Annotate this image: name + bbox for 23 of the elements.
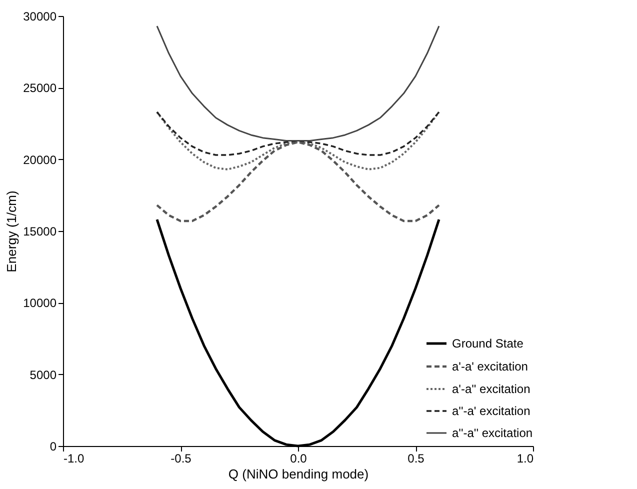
line-series — [156, 141, 440, 222]
y-tick-label: 0 — [50, 440, 57, 454]
line-series — [156, 25, 440, 142]
y-axis-title: Energy (1/cm) — [4, 190, 20, 272]
x-tick-label: 0.0 — [290, 452, 308, 466]
x-tick-label: -1.0 — [64, 452, 85, 466]
y-tick-label: 10000 — [23, 296, 57, 310]
line-series — [156, 111, 440, 156]
x-tick-label: -0.5 — [170, 452, 192, 466]
x-tick-label: 1.0 — [516, 452, 534, 466]
y-tick-label: 15000 — [23, 224, 57, 238]
legend-label: Ground State — [452, 336, 524, 351]
y-tick-label: 25000 — [23, 81, 57, 96]
line-series — [156, 111, 440, 170]
y-tick-label: 20000 — [23, 152, 57, 167]
y-tick-label: 5000 — [30, 368, 57, 382]
legend-label: a''-a'' excitation — [452, 426, 533, 440]
legend-label: a'-a' excitation — [452, 360, 528, 374]
x-tick-label: 0.5 — [408, 452, 425, 466]
legend-label: a''-a' excitation — [452, 404, 530, 418]
y-tick-label: 30000 — [23, 10, 57, 24]
legend-label: a'-a'' excitation — [452, 382, 530, 396]
x-axis-title: Q (NiNO bending mode) — [228, 466, 369, 482]
